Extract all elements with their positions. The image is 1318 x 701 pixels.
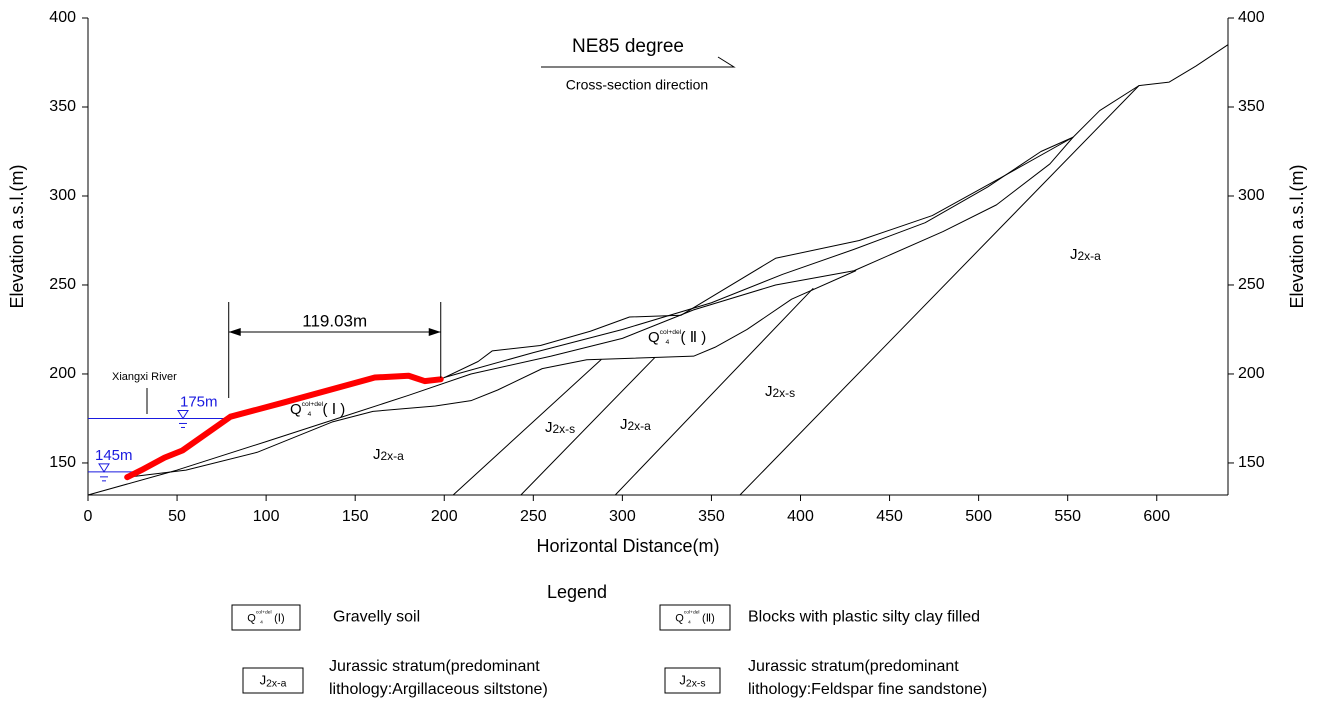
legend-text: lithology:Argillaceous siltstone) (329, 681, 548, 698)
symbol-base: J (620, 416, 628, 433)
stratum-label: J2x-a (373, 446, 404, 463)
x-tick-label: 0 (84, 508, 93, 525)
y-tick-label: 150 (49, 454, 76, 471)
boundary-line (88, 137, 1073, 495)
legend-box (232, 605, 300, 630)
symbol-base: J (765, 383, 773, 400)
symbol-sub: 4 (688, 620, 691, 626)
y-tick-label: 300 (49, 187, 76, 204)
y-tick-label: 250 (49, 276, 76, 293)
symbol-sub: 4 (666, 339, 670, 346)
x-tick-label: 350 (698, 508, 725, 525)
symbol-sub: 2x-a (628, 419, 652, 433)
legend-text: Gravelly soil (333, 609, 420, 626)
x-tick-label: 150 (342, 508, 369, 525)
boundary-line (444, 137, 1073, 377)
water-symbol (178, 410, 188, 418)
symbol-sub: 2x-a (266, 678, 286, 689)
stratum-label: J2x-s (545, 419, 575, 436)
x-tick-label: 550 (1054, 508, 1081, 525)
river-label: Xiangxi River (112, 371, 177, 383)
x-axis-title: Horizontal Distance(m) (536, 536, 719, 556)
symbol-base: Q (290, 401, 302, 418)
symbol-sub: 2x-s (686, 678, 706, 689)
stratum-label: Qcol+del 4 ( Ⅰ ) (290, 401, 345, 418)
symbol-sub: 2x-a (1078, 249, 1102, 263)
boundary-line (441, 45, 1228, 380)
legend-text: Blocks with plastic silty clay filled (748, 609, 980, 626)
x-tick-label: 200 (431, 508, 458, 525)
symbol-sup: col+del (302, 401, 324, 408)
y2-tick-label: 300 (1238, 187, 1265, 204)
symbol-suffix: (Ⅰ) (271, 612, 285, 624)
stratum-label: J2x-a (1070, 246, 1101, 263)
x-tick-label: 50 (168, 508, 186, 525)
y2-tick-label: 250 (1238, 276, 1265, 293)
symbol-sub: 4 (308, 411, 312, 418)
symbol-base: J (545, 419, 553, 436)
y-tick-label: 200 (49, 365, 76, 382)
legend-box (660, 605, 730, 630)
water-symbol (99, 464, 109, 472)
water-level-label: 175m (180, 393, 218, 410)
direction-title: NE85 degree (572, 36, 684, 57)
symbol-base: J (373, 446, 381, 463)
symbol-base: Q (648, 329, 660, 346)
x-tick-label: 600 (1143, 508, 1170, 525)
symbol-sup: col+del (660, 329, 682, 336)
x-tick-label: 500 (965, 508, 992, 525)
symbol-sub: 2x-a (381, 449, 405, 463)
legend-text: Jurassic stratum(predominant (329, 658, 540, 675)
water-level-label: 145m (95, 447, 133, 464)
boundary-line (740, 86, 1139, 495)
symbol-sub: 2x-s (553, 422, 576, 436)
direction-subtitle: Cross-section direction (566, 77, 708, 93)
symbol-sub: 2x-s (773, 386, 796, 400)
x-tick-label: 250 (520, 508, 547, 525)
legend-text: Jurassic stratum(predominant (748, 658, 959, 675)
y2-tick-label: 350 (1238, 98, 1265, 115)
x-tick-label: 300 (609, 508, 636, 525)
chart: 0 50 100 150 200 250 300 350 400 450 500 550 600 150 1… (0, 0, 1318, 701)
symbol-sub: 4 (260, 620, 263, 626)
y2-tick-label: 200 (1238, 365, 1265, 382)
y-axis-title: Elevation a.s.l.(m) (7, 164, 27, 308)
stratum-label: J2x-a (620, 416, 651, 433)
symbol-suffix: ( Ⅰ ) (323, 401, 346, 418)
x-tick-label: 450 (876, 508, 903, 525)
legend-text: lithology:Feldspar fine sandstone) (748, 681, 987, 698)
symbol-sup: col+del (684, 610, 700, 616)
span-label: 119.03m (302, 311, 367, 330)
stratum-label: J2x-s (765, 383, 795, 400)
stratum-label: Qcol+del 4 ( Ⅱ ) (648, 329, 706, 346)
direction-arrow (541, 57, 734, 67)
x-tick-label: 400 (787, 508, 814, 525)
y2-tick-label: 400 (1238, 9, 1265, 26)
symbol-base: J (1070, 246, 1078, 263)
y2-axis-title: Elevation a.s.l.(m) (1287, 164, 1307, 308)
legend-title: Legend (547, 582, 607, 602)
y-tick-label: 400 (49, 9, 76, 26)
symbol-suffix: (Ⅱ) (699, 612, 715, 624)
y2-tick-label: 150 (1238, 454, 1265, 471)
boundary-line (127, 271, 856, 477)
symbol-sup: col+del (256, 610, 272, 616)
boundary-line (453, 360, 601, 495)
x-tick-label: 100 (253, 508, 280, 525)
symbol-suffix: ( Ⅱ ) (681, 329, 707, 346)
y-tick-label: 350 (49, 98, 76, 115)
